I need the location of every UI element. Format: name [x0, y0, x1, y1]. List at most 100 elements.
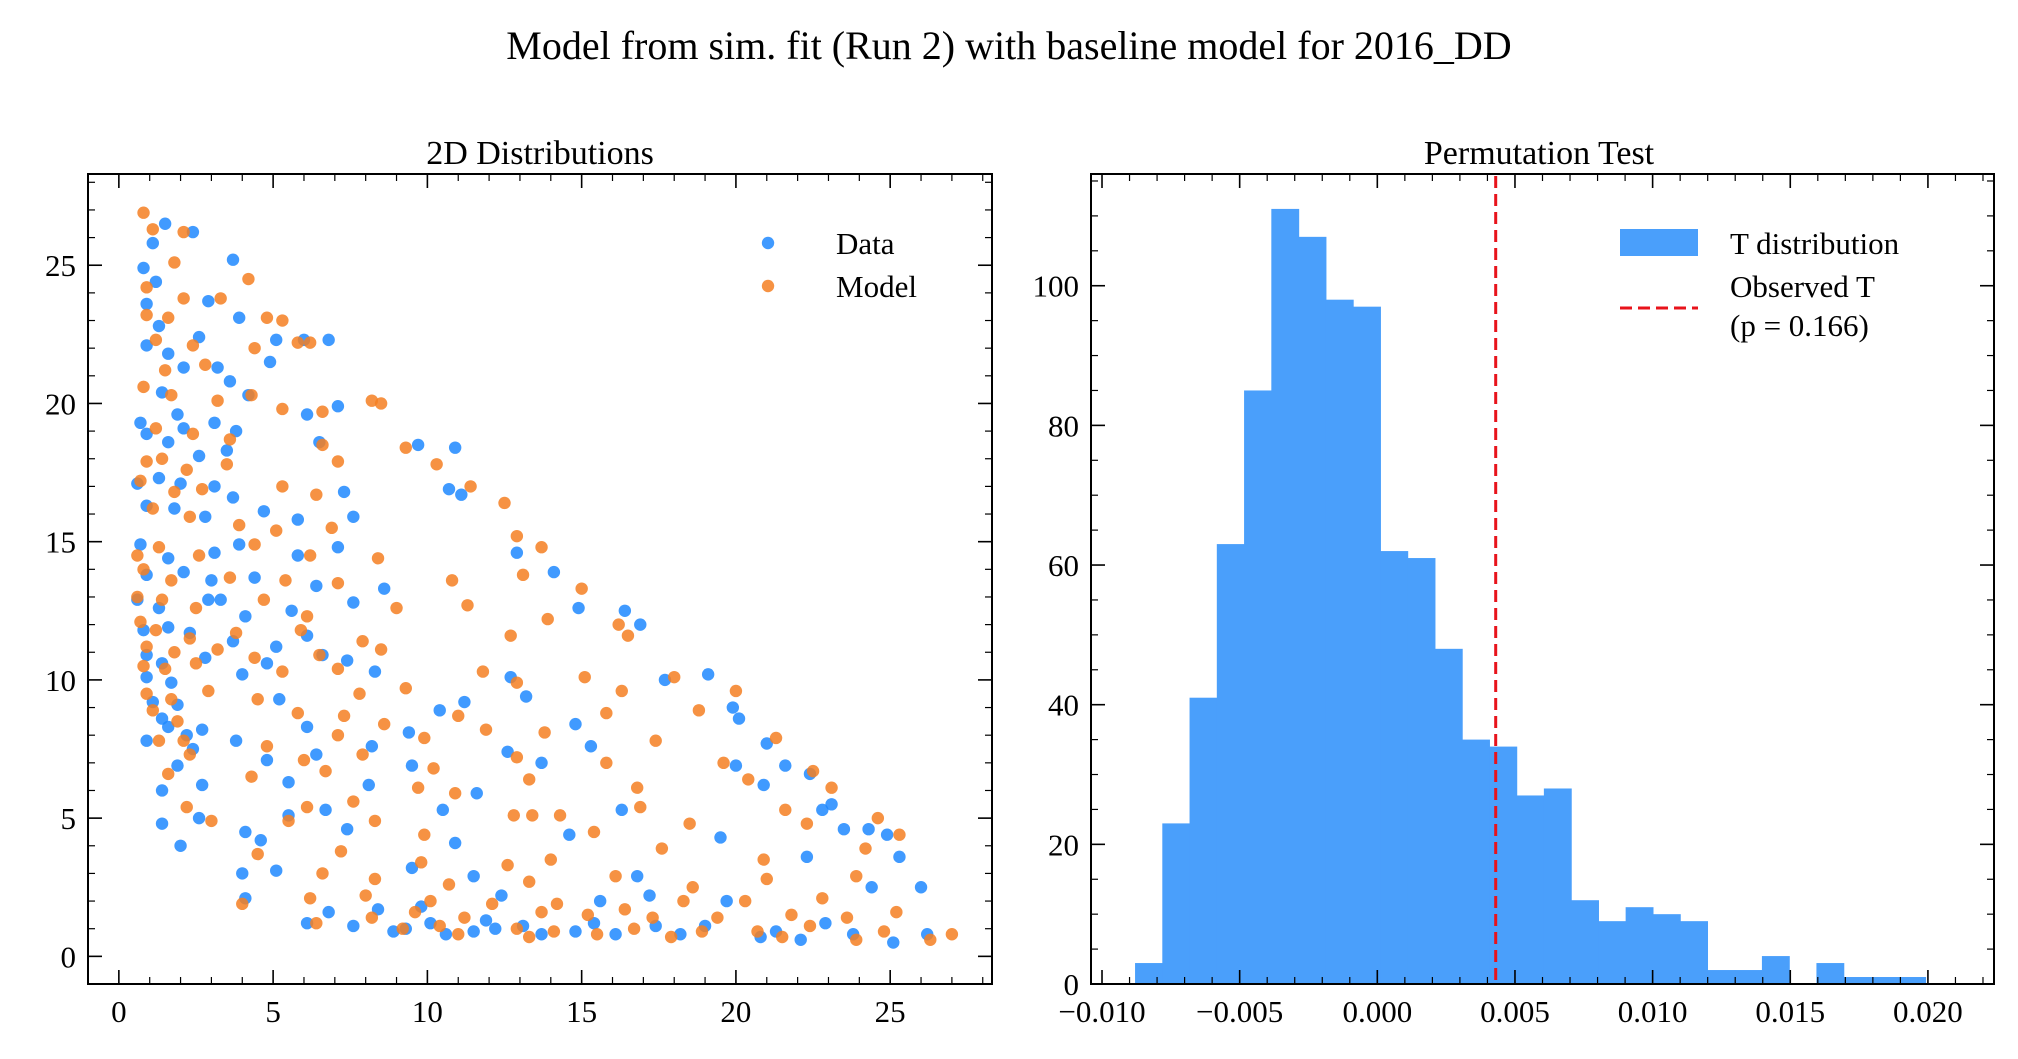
scatter-point-data: [195, 723, 209, 736]
scatter-point-data: [232, 538, 246, 551]
histogram-x-tick-label: −0.005: [1196, 994, 1283, 1029]
scatter-point-model: [445, 574, 459, 587]
scatter-point-model: [510, 751, 524, 764]
scatter-x-tick-label: 10: [412, 994, 443, 1029]
scatter-point-data: [609, 928, 622, 941]
scatter-point-data: [535, 756, 548, 770]
scatter-point-model: [251, 847, 264, 861]
scatter-point-model: [245, 388, 258, 402]
scatter-point-model: [544, 853, 557, 866]
scatter-point-data: [270, 333, 283, 347]
scatter-point-data: [458, 695, 471, 709]
scatter-point-model: [279, 574, 292, 587]
scatter-x-tick-label: 5: [265, 994, 281, 1029]
histogram-bar: [1761, 956, 1790, 984]
scatter-point-model: [186, 339, 200, 352]
scatter-point-model: [510, 529, 524, 543]
scatter-point-model: [303, 549, 317, 562]
scatter-point-model: [442, 878, 456, 891]
scatter-point-data: [569, 717, 582, 731]
scatter-point-model: [418, 828, 431, 841]
scatter-point-model: [757, 853, 770, 866]
histogram-x-tick-label: 0.005: [1480, 994, 1550, 1029]
scatter-point-data: [162, 621, 175, 634]
scatter-point-data: [236, 867, 249, 880]
scatter-point-model: [300, 610, 314, 623]
scatter-point-model: [581, 908, 595, 922]
scatter-point-model: [347, 795, 360, 808]
scatter-point-data: [757, 778, 770, 792]
scatter-point-model: [137, 563, 150, 576]
scatter-point-model: [202, 684, 215, 698]
scatter-point-model: [430, 458, 443, 471]
scatter-point-model: [248, 538, 261, 551]
scatter-point-model: [618, 903, 632, 916]
scatter-point-data: [291, 549, 305, 562]
scatter-point-model: [152, 734, 166, 747]
scatter-point-model: [501, 858, 514, 872]
scatter-point-model: [649, 734, 662, 747]
scatter-point-model: [664, 930, 678, 944]
scatter-point-data: [489, 922, 502, 935]
scatter-point-model: [779, 803, 792, 817]
histogram-bar: [1434, 648, 1463, 984]
histogram-bar: [1625, 907, 1654, 984]
scatter-point-model: [140, 308, 153, 322]
scatter-point-model: [270, 524, 283, 537]
histogram-y-tick-label: 60: [1048, 548, 1079, 583]
scatter-point-data: [146, 236, 159, 250]
scatter-point-model: [485, 897, 499, 911]
scatter-point-data: [701, 668, 715, 681]
scatter-point-model: [137, 380, 150, 394]
scatter-point-data: [405, 759, 419, 772]
scatter-point-model: [276, 402, 289, 416]
histogram-title: Permutation Test: [1424, 135, 1655, 172]
scatter-point-data: [236, 668, 249, 681]
scatter-point-model: [325, 521, 338, 535]
scatter-point-model: [609, 869, 622, 883]
histogram-x-tick-label: 0.020: [1893, 994, 1963, 1029]
scatter-point-model: [535, 905, 548, 919]
scatter-point-data: [362, 778, 375, 792]
scatter-point-data: [239, 825, 252, 839]
scatter-point-model: [260, 740, 274, 753]
scatter-point-model: [353, 687, 366, 700]
scatter-point-data: [199, 651, 212, 664]
scatter-point-data: [455, 488, 468, 501]
scatter-x-tick-label: 15: [566, 994, 597, 1029]
scatter-point-data: [322, 333, 335, 347]
histogram-x-tick-label: 0.010: [1618, 994, 1688, 1029]
scatter-point-model: [575, 582, 588, 595]
scatter-point-model: [742, 773, 755, 786]
histogram-y-tick-label: 0: [1064, 967, 1080, 1002]
legend-label-observed-t-line2: (p = 0.166): [1730, 308, 1869, 343]
scatter-point-model: [162, 311, 175, 324]
scatter-axes-frame: [87, 173, 993, 985]
scatter-point-data: [232, 311, 246, 324]
scatter-point-model: [461, 599, 474, 612]
scatter-point-model: [223, 571, 237, 584]
scatter-point-model: [859, 842, 872, 855]
scatter-point-model: [180, 800, 193, 814]
scatter-point-data: [347, 510, 360, 523]
scatter-point-model: [146, 704, 159, 717]
scatter-point-data: [171, 759, 184, 772]
scatter-point-data: [368, 665, 382, 678]
scatter-point-data: [816, 803, 829, 817]
scatter-point-model: [510, 676, 524, 689]
scatter-point-model: [538, 726, 551, 739]
histogram-bar: [1489, 746, 1518, 984]
scatter-x-tick-label: 20: [720, 994, 751, 1029]
histogram-x-tick-label: −0.010: [1058, 994, 1145, 1029]
scatter-point-data: [779, 759, 792, 772]
scatter-y-tick-label: 15: [45, 525, 76, 560]
scatter-point-model: [590, 928, 604, 941]
scatter-point-model: [871, 811, 885, 825]
scatter-point-model: [646, 911, 659, 924]
scatter-point-model: [711, 911, 724, 924]
scatter-point-data: [495, 889, 508, 902]
histogram-bar: [1652, 914, 1681, 984]
scatter-point-model: [411, 781, 425, 794]
scatter-point-model: [377, 717, 391, 731]
